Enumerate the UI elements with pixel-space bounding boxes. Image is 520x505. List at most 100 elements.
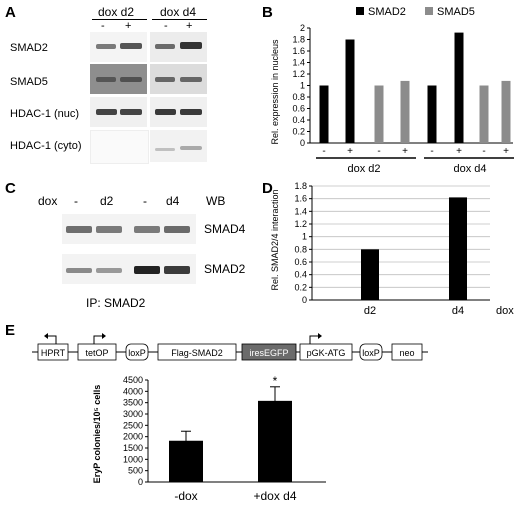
panel-e-ytick-label: 3000 [123,409,143,419]
blot-hdac-nuc-d4 [150,97,207,127]
panel-c-row-smad4: SMAD4 [204,222,246,236]
construct-box-pgk-atg [299,343,353,361]
panel-b-ytick-label: 0.8 [292,92,305,102]
panel-e-ytick-label: 3500 [123,398,143,408]
blot-c-smad4 [62,214,196,244]
panel-e-ylabel: EryP colonies/10⁵ cells [92,385,102,484]
panel-c-lane4: d4 [166,194,180,208]
panel-a-row-hdac-cyto: HDAC-1 (cyto) [10,140,82,152]
panel-d-xtick-label: d4 [452,305,464,317]
promoter-arrowhead-2 [318,333,322,339]
panel-a-group1-label: dox d2 [98,5,135,19]
construct-label-pgk-atg: pGK-ATG [307,348,346,358]
panel-b-ytick-label: 0.4 [292,115,305,125]
panel-b-group2-label: dox d4 [453,163,486,175]
panel-d-xtick-label: d2 [364,305,376,317]
blot-hdac-nuc-d2 [90,97,147,127]
panel-b-ytick-label: 0.6 [292,104,305,114]
panel-b-bar-smad5-3 [400,80,410,143]
panel-e-xtick-label: +dox d4 [253,489,296,503]
panel-b-lane-label: - [430,146,433,157]
panel-a-letter: A [5,4,16,21]
promoter-arrowhead-0 [44,333,48,339]
construct-label-hprt: HPRT [41,348,66,358]
panel-a-row-smad2: SMAD2 [10,42,48,54]
panel-e-xtick-label: -dox [174,489,197,503]
panel-b-bar-smad2-5 [454,32,464,143]
panel-c-row-smad2: SMAD2 [204,262,246,276]
panel-d-ytick-label: 0 [302,295,307,305]
blot-smad5-d4 [150,64,207,94]
panel-d-ytick-label: 0.8 [294,244,307,254]
panel-c-lane1: - [74,194,78,208]
construct-box-neo [391,343,423,361]
panel-d-ytick-label: 1.4 [294,206,307,216]
panel-b-bar-smad2-1 [345,39,355,143]
panel-e-ytick-label: 1500 [123,443,143,453]
panel-c-dox-label: dox [38,194,58,208]
panel-b-ytick-label: 2 [300,23,305,33]
panel-a-lane3: - [164,20,168,32]
construct-box-flag-smad2 [157,343,237,361]
panel-b-lane-label: + [347,146,353,157]
panel-d-ytick-label: 0.4 [294,270,307,280]
panel-a-row-hdac-nuc: HDAC-1 (nuc) [10,108,80,120]
panel-a-row-smad5: SMAD5 [10,76,48,88]
panel-b-lane-label: + [402,146,408,157]
legend-swatch-smad5 [425,7,433,15]
panel-b-ytick-label: 0.2 [292,127,305,137]
panel-b-lane-label: + [456,146,462,157]
promoter-arrowhead-1 [102,333,106,339]
panel-d-dox-label: dox [496,305,514,317]
blot-hdac-cyto-d2 [90,130,149,164]
blot-c-smad2 [62,254,196,284]
panel-e-ytick-label: 4000 [123,386,143,396]
panel-c-lane3: - [143,194,147,208]
panel-b-lane-label: - [322,146,325,157]
blot-smad2-d2 [90,32,147,62]
panel-e-construct: HPRT tetOP loxP Flag-SMAD2 iresEGFP pGK-ATG lo… [32,333,428,361]
construct-label-iresegfp: iresEGFP [249,348,288,358]
legend-label-smad2: SMAD2 [368,6,406,18]
construct-label-loxp: loxP [128,348,146,358]
panel-e-ytick-label: 4500 [123,375,143,385]
legend-swatch-smad2 [356,7,364,15]
panel-b-ylabel: Rel. expression in nucleus [270,39,280,145]
panel-b-ytick-label: 0 [300,138,305,148]
construct-box-tetop [77,343,117,361]
construct-box-hprt [37,343,69,361]
panel-a-group2-underline [152,19,207,20]
panel-c-lane2: d2 [100,194,114,208]
panel-b-ytick-label: 1.2 [292,69,305,79]
panel-b-chart: SMAD2 SMAD5 Rel. expression in nucleus 0… [270,6,514,175]
panel-b-ytick-label: 1.6 [292,46,305,56]
panel-b-group1-label: dox d2 [347,163,380,175]
panel-d-bar-d2 [361,249,379,300]
promoter-arrow-1 [93,335,102,344]
construct-box-loxp [125,343,149,361]
panel-e-ytick-label: 0 [138,477,143,487]
panel-b-bar-smad2-4 [427,85,437,143]
panel-e-ytick-label: 2500 [123,420,143,430]
panel-d-ytick-label: 1 [302,232,307,242]
panel-e-ytick-label: 2000 [123,432,143,442]
panel-c-ip-label: IP: SMAD2 [86,296,146,310]
blot-smad2-d4 [150,32,207,62]
panel-b-ytick-label: 1.8 [292,35,305,45]
construct-label-flag-smad2: Flag-SMAD2 [171,348,223,358]
promoter-arrow-0 [48,335,57,344]
panel-a-group2-label: dox d4 [160,5,197,19]
panel-e-significance: * [273,374,278,388]
panel-e-ytick-label: 500 [128,466,143,476]
blot-hdac-cyto-d4 [150,130,207,162]
panel-b-bar-smad5-2 [374,85,384,143]
panel-d-letter: D [262,180,273,197]
construct-box-iresegfp [241,343,297,361]
panel-a-lane1: - [101,20,105,32]
panel-e-ytick-label: 1000 [123,454,143,464]
panel-a-lane4: + [186,20,193,32]
panel-b-bar-smad5-6 [479,85,489,143]
construct-label-neo: neo [399,348,414,358]
panel-b-bar-smad5-7 [501,80,511,143]
